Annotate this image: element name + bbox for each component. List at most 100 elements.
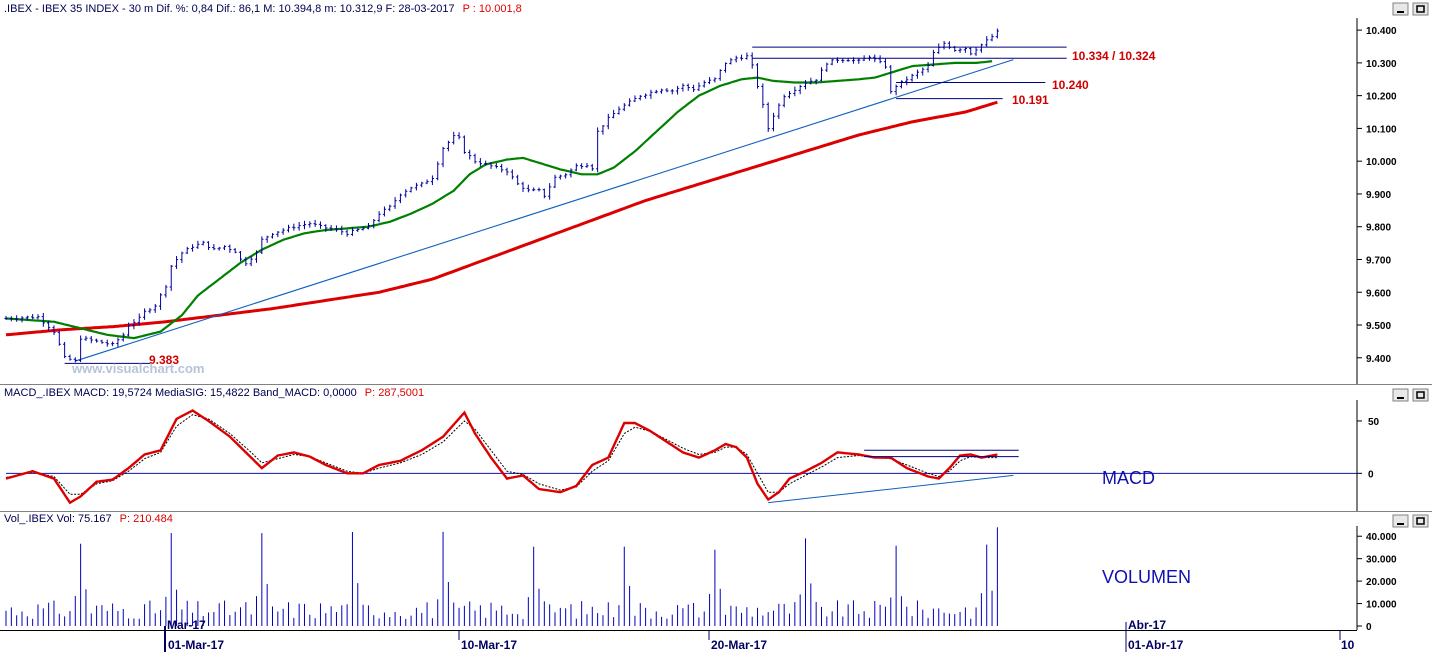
moving-averages: [5, 60, 998, 340]
price-bar: [308, 221, 312, 228]
macd-panel-header: MACD_.IBEX MACD: 19,5724 MediaSIG: 15,48…: [4, 387, 424, 399]
price-bar: [585, 162, 589, 168]
price-bar: [169, 264, 173, 291]
price-bar: [414, 182, 419, 191]
price-bar: [707, 77, 712, 85]
price-tick-label: 10.300: [1366, 59, 1397, 70]
price-bar: [691, 84, 696, 92]
price-y-axis-ticks: 9.400 9.500 9.600 9.700 9.800 9.900 10.000 10.1…: [1357, 26, 1397, 365]
panel-maximize-button[interactable]: [1412, 388, 1429, 402]
volume-tick-label: 0: [1366, 622, 1372, 633]
price-bar: [857, 58, 861, 64]
price-tick-label: 10.200: [1366, 92, 1397, 103]
macd-panel: MACD_.IBEX MACD: 19,5724 MediaSIG: 15,48…: [0, 384, 1432, 512]
price-bar: [521, 181, 525, 193]
panel-minimize-button[interactable]: [1392, 514, 1409, 528]
price-bar: [537, 187, 541, 192]
price-bar: [841, 58, 845, 63]
price-bar: [446, 140, 450, 152]
price-bar: [745, 52, 749, 60]
price-tick-label: 9.400: [1366, 354, 1391, 365]
price-bar: [4, 315, 8, 320]
macd-line: [5, 409, 998, 505]
price-bar: [297, 221, 301, 231]
price-bar: [766, 102, 770, 132]
price-tick-label: 9.500: [1366, 321, 1391, 332]
price-bar: [819, 67, 824, 82]
price-bar: [302, 220, 307, 230]
price-bar: [558, 174, 562, 180]
panel-minimize-button[interactable]: [1392, 388, 1409, 402]
price-bar: [324, 224, 328, 232]
price-bar: [174, 256, 179, 269]
sma-slow-line: [5, 100, 998, 337]
panel-minimize-button[interactable]: [1392, 2, 1409, 16]
price-bar: [750, 52, 754, 69]
price-tick-label: 10.400: [1366, 26, 1397, 37]
panel-maximize-button[interactable]: [1412, 514, 1429, 528]
price-bar: [574, 163, 578, 172]
price-bar: [596, 127, 600, 173]
price-levels: 9.383 10.334 / 10.324 10.240 10.191: [64, 46, 1156, 367]
volume-tick-label: 10.000: [1366, 600, 1397, 611]
price-bar: [553, 174, 557, 189]
price-bar: [798, 84, 802, 95]
watermark: www.visualchart.com: [71, 361, 204, 376]
price-bar: [675, 85, 680, 95]
x-label-01-abr-17: 01-Abr-17: [1128, 638, 1184, 652]
price-bar: [542, 188, 546, 199]
price-bar: [164, 284, 168, 298]
panel-maximize-button[interactable]: [1412, 2, 1429, 16]
price-bar: [644, 93, 648, 99]
price-bar: [921, 67, 925, 76]
price-bar: [452, 131, 456, 145]
price-bar: [356, 228, 360, 232]
x-label-01-mar-17: 01-Mar-17: [168, 638, 224, 652]
price-bar: [505, 167, 509, 176]
price-bar: [803, 80, 808, 90]
price-bar: [270, 233, 275, 239]
price-bar: [350, 227, 355, 236]
price-bar: [569, 168, 573, 178]
price-bar: [723, 62, 728, 73]
price-panel: .IBEX - IBEX 35 INDEX - 30 m Dif. %: 0,8…: [4, 3, 1398, 384]
price-bar: [771, 112, 776, 132]
price-bar: [345, 229, 349, 237]
price-tick-label: 9.700: [1366, 255, 1391, 266]
price-tick-label: 10.100: [1366, 124, 1397, 135]
price-bar: [73, 357, 77, 363]
price-bar: [121, 332, 125, 342]
price-bars: [4, 28, 999, 363]
price-bar: [963, 47, 967, 53]
price-bar: [681, 83, 685, 92]
price-bar: [15, 315, 19, 322]
x-label-20-mar-17: 20-Mar-17: [711, 638, 767, 652]
macd-signal-line: [5, 414, 998, 495]
price-bar: [526, 184, 530, 193]
price-bar: [420, 181, 424, 188]
price-bar: [222, 245, 227, 251]
price-bar: [281, 228, 285, 235]
price-bar: [41, 312, 45, 327]
panel-window-buttons: [1392, 2, 1429, 528]
price-bar: [388, 204, 392, 212]
price-bar: [718, 69, 722, 81]
price-bar: [990, 33, 994, 42]
price-bar: [633, 95, 637, 103]
price-bar: [201, 240, 205, 246]
price-bar: [905, 76, 909, 86]
price-tick-label: 9.900: [1366, 190, 1391, 201]
price-bar: [654, 89, 658, 94]
price-bar: [564, 173, 568, 179]
x-label-mar-17: Mar-17: [167, 618, 206, 632]
price-bar: [148, 307, 152, 314]
price-bar: [9, 316, 13, 322]
price-bar: [31, 313, 35, 320]
price-bar: [361, 226, 365, 231]
price-bar: [377, 211, 381, 223]
price-bar: [217, 246, 221, 251]
price-panel-header: .IBEX - IBEX 35 INDEX - 30 m Dif. %: 0,8…: [4, 3, 522, 15]
price-bar: [382, 206, 387, 217]
price-tick-label: 9.800: [1366, 223, 1391, 234]
